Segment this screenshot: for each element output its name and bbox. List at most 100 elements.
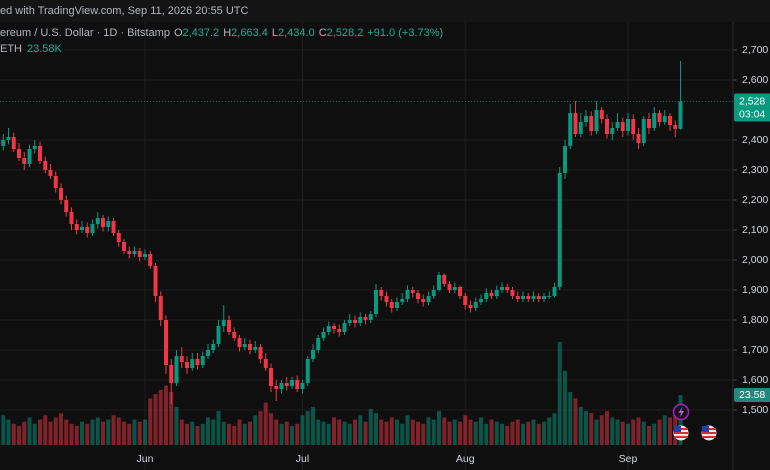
volume-bar xyxy=(48,421,53,445)
lightning-icon[interactable] xyxy=(672,403,690,421)
candle-body xyxy=(542,295,546,299)
volume-bar xyxy=(153,394,158,445)
candle-body xyxy=(431,289,436,296)
candle-body xyxy=(636,134,641,144)
candle-body xyxy=(458,286,462,296)
candle-body xyxy=(169,364,174,383)
volume-bar xyxy=(74,425,79,445)
volume-bar xyxy=(358,415,363,445)
candle-body xyxy=(305,358,310,383)
y-tick-label: 2,600 xyxy=(742,74,768,86)
volume-bar xyxy=(221,421,226,445)
candle-body xyxy=(106,221,111,227)
candle-body xyxy=(300,382,305,389)
volume-bar xyxy=(568,392,573,445)
volume-bar xyxy=(442,417,447,445)
candle-body xyxy=(389,301,394,308)
volume-bar xyxy=(610,417,615,445)
candle-body xyxy=(652,113,657,129)
header-bar xyxy=(0,0,770,22)
volume-value-label: 23.58K xyxy=(27,43,63,55)
candle-body xyxy=(405,289,410,299)
y-tick-label: 1,500 xyxy=(742,404,768,416)
candle-body xyxy=(206,349,210,356)
volume-bar xyxy=(326,423,331,445)
volume-bar xyxy=(662,415,667,445)
volume-tag: 23.58 xyxy=(739,389,765,401)
volume-bar xyxy=(132,419,137,445)
volume-bar xyxy=(321,421,326,445)
candle-body xyxy=(274,385,279,389)
candle-body xyxy=(599,110,604,120)
candle-body xyxy=(573,113,578,135)
candle-body xyxy=(521,295,525,299)
volume-bar xyxy=(332,417,336,445)
volume-bar xyxy=(489,419,494,445)
time-axis: Jun Jul Aug Sep xyxy=(137,453,638,465)
volume-bar xyxy=(43,415,48,445)
volume-bar xyxy=(657,419,662,445)
y-tick-label: 2,100 xyxy=(742,224,768,236)
candle-body xyxy=(515,295,520,299)
candle-body xyxy=(568,113,573,147)
candle-body xyxy=(578,122,583,135)
volume-layer xyxy=(1,342,683,445)
volume-bar xyxy=(531,419,536,445)
volume-bar xyxy=(563,370,567,445)
flag-icon[interactable] xyxy=(701,425,717,441)
candle-body xyxy=(395,301,399,308)
y-tick-label: 2,400 xyxy=(742,134,768,146)
candle-body xyxy=(384,295,389,302)
volume-bar xyxy=(405,415,410,445)
volume-bar xyxy=(458,421,462,445)
candle-body xyxy=(148,253,153,266)
volume-bar xyxy=(631,419,636,445)
candle-body xyxy=(552,286,557,296)
volume-bar xyxy=(127,423,132,445)
candle-body xyxy=(416,292,420,299)
candle-body xyxy=(321,331,326,338)
volume-bar xyxy=(27,417,32,445)
candle-body xyxy=(227,319,231,332)
candle-body xyxy=(347,319,352,323)
candle-body xyxy=(379,289,384,296)
legend-key: H xyxy=(223,27,231,39)
volume-bar xyxy=(557,342,562,445)
volume-bar xyxy=(164,385,168,445)
volume-bar xyxy=(300,415,305,445)
volume-bar xyxy=(211,419,216,445)
candle-body xyxy=(489,292,494,296)
y-tick-label: 1,600 xyxy=(742,374,768,386)
candle-body xyxy=(326,325,331,332)
volume-bar xyxy=(95,417,100,445)
candle-body xyxy=(74,223,79,230)
volume-bar xyxy=(542,421,546,445)
volume-bar xyxy=(190,421,195,445)
volume-bar xyxy=(195,425,200,445)
flag-icon[interactable] xyxy=(673,425,689,441)
candle-body xyxy=(43,161,48,171)
candle-body xyxy=(363,316,368,320)
volume-bar xyxy=(206,417,210,445)
volume-bar xyxy=(11,423,16,445)
x-tick-label: Sep xyxy=(619,453,638,465)
volume-bar xyxy=(353,419,357,445)
volume-bar xyxy=(17,425,21,445)
x-tick-label: Jun xyxy=(137,453,154,465)
candle-body xyxy=(426,295,431,302)
candle-body xyxy=(647,119,651,129)
volume-bar xyxy=(479,417,483,445)
volume-bar xyxy=(248,421,252,445)
volume-bar xyxy=(305,411,310,445)
volume-bar xyxy=(400,423,405,445)
volume-bar xyxy=(6,419,11,445)
y-tick-label: 1,700 xyxy=(742,344,768,356)
volume-bar xyxy=(148,398,153,445)
candle-body xyxy=(164,319,168,365)
candle-body xyxy=(17,149,21,159)
candle-body xyxy=(605,119,609,135)
legend-value: 2,663.4 xyxy=(231,27,268,39)
